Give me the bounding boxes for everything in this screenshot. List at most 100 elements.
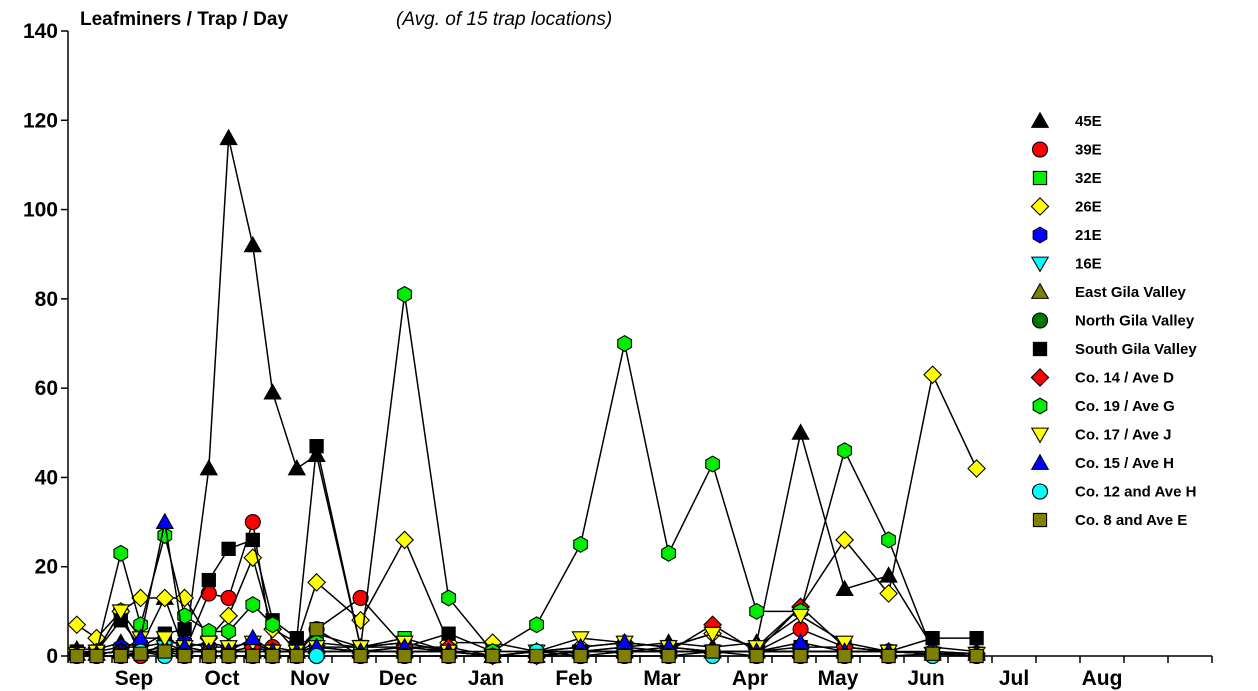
x-tick-label: Jul bbox=[999, 667, 1029, 690]
legend-label: Co. 14 / Ave D bbox=[1075, 370, 1174, 387]
legend-label: 45E bbox=[1075, 113, 1102, 130]
data-point bbox=[617, 648, 632, 664]
legend-item: 21E bbox=[1032, 226, 1102, 244]
data-point bbox=[177, 648, 192, 664]
data-point bbox=[221, 622, 236, 640]
data-point bbox=[155, 588, 175, 608]
y-tick-label: 0 bbox=[46, 645, 58, 668]
data-point bbox=[69, 648, 84, 664]
series-10 bbox=[69, 285, 984, 663]
data-point bbox=[529, 616, 544, 634]
y-tick-label: 140 bbox=[23, 20, 58, 43]
data-point bbox=[353, 648, 368, 664]
legend-item: 26E bbox=[1030, 197, 1102, 216]
x-tick-label: Dec bbox=[379, 667, 418, 690]
legend-marker bbox=[1031, 141, 1049, 158]
x-tick-label: May bbox=[818, 667, 859, 690]
data-point bbox=[113, 544, 129, 562]
y-tick-label: 100 bbox=[23, 199, 58, 222]
y-tick-label: 120 bbox=[23, 109, 58, 132]
legend-label: 39E bbox=[1075, 142, 1102, 159]
data-point bbox=[177, 607, 192, 625]
data-point bbox=[395, 530, 415, 550]
data-point bbox=[791, 423, 810, 440]
legend-item: Co. 14 / Ave D bbox=[1030, 368, 1174, 387]
legend-item: South Gila Valley bbox=[1032, 341, 1197, 358]
x-tick-label: Jun bbox=[907, 667, 944, 690]
legend-item: 32E bbox=[1032, 170, 1102, 187]
data-point bbox=[243, 548, 263, 568]
legend-label: Co. 17 / Ave J bbox=[1075, 427, 1171, 444]
data-point bbox=[791, 608, 810, 625]
data-point bbox=[221, 541, 236, 557]
data-point bbox=[307, 445, 326, 463]
data-point bbox=[749, 648, 764, 664]
data-point bbox=[201, 572, 216, 588]
data-point bbox=[307, 572, 327, 592]
chart-title: Leafminers / Trap / Day bbox=[80, 9, 288, 30]
data-point bbox=[111, 604, 131, 621]
legend-label: East Gila Valley bbox=[1075, 284, 1187, 301]
legend-label: South Gila Valley bbox=[1075, 341, 1197, 358]
data-point bbox=[157, 644, 172, 659]
data-point bbox=[243, 235, 262, 253]
x-tick-label: Mar bbox=[643, 667, 680, 690]
x-tick-label: Jan bbox=[468, 667, 504, 690]
data-point bbox=[969, 630, 984, 646]
data-point bbox=[837, 442, 852, 460]
data-point bbox=[397, 648, 412, 664]
data-point bbox=[265, 648, 280, 664]
data-point bbox=[397, 285, 412, 303]
data-point bbox=[441, 648, 456, 664]
data-point bbox=[352, 589, 369, 607]
data-point bbox=[485, 648, 500, 664]
data-point bbox=[661, 648, 676, 664]
data-point bbox=[133, 646, 148, 661]
legend-marker bbox=[1030, 197, 1050, 216]
legend-marker bbox=[1032, 512, 1048, 528]
x-tick-label: Nov bbox=[290, 667, 330, 690]
data-point bbox=[199, 459, 218, 476]
data-point bbox=[835, 530, 855, 550]
series-line bbox=[76, 446, 977, 653]
series-3 bbox=[67, 365, 987, 661]
legend-item: Co. 15 / Ave H bbox=[1030, 453, 1174, 472]
legend-label: 16E bbox=[1075, 256, 1102, 273]
y-tick-label: 20 bbox=[35, 556, 58, 579]
data-point bbox=[219, 128, 238, 146]
legend-label: Co. 19 / Ave G bbox=[1075, 398, 1175, 415]
legend-item: Co. 17 / Ave J bbox=[1030, 427, 1171, 444]
data-point bbox=[967, 459, 987, 478]
data-point bbox=[201, 648, 216, 664]
chart-subtitle: (Avg. of 15 trap locations) bbox=[396, 9, 612, 30]
legend-label: 26E bbox=[1075, 199, 1102, 216]
legend-label: 32E bbox=[1075, 170, 1102, 187]
data-point bbox=[155, 512, 174, 529]
legend-marker bbox=[1030, 282, 1050, 299]
data-point bbox=[925, 646, 940, 661]
x-tick-label: Oct bbox=[204, 667, 239, 690]
y-tick-label: 80 bbox=[35, 288, 58, 311]
data-point bbox=[969, 648, 984, 664]
data-point bbox=[441, 589, 456, 607]
data-point bbox=[113, 648, 128, 664]
data-point bbox=[309, 439, 324, 454]
data-point bbox=[157, 526, 173, 544]
data-point bbox=[793, 648, 808, 664]
data-point bbox=[749, 602, 764, 620]
data-point bbox=[89, 648, 104, 664]
legend-marker bbox=[1030, 368, 1050, 387]
x-tick-label: Aug bbox=[1082, 667, 1123, 690]
legend-label: Co. 15 / Ave H bbox=[1075, 455, 1174, 472]
legend-item: 45E bbox=[1030, 111, 1102, 130]
data-point bbox=[221, 648, 236, 664]
x-tick-label: Sep bbox=[115, 667, 154, 690]
legend-marker bbox=[1030, 111, 1050, 128]
data-point bbox=[661, 544, 676, 562]
data-point bbox=[177, 622, 192, 637]
legend-item: 16E bbox=[1030, 256, 1102, 273]
legend-marker bbox=[1030, 427, 1050, 444]
legend-item: Co. 19 / Ave G bbox=[1032, 397, 1175, 415]
data-point bbox=[309, 622, 324, 637]
legend-item: 39E bbox=[1031, 141, 1102, 159]
